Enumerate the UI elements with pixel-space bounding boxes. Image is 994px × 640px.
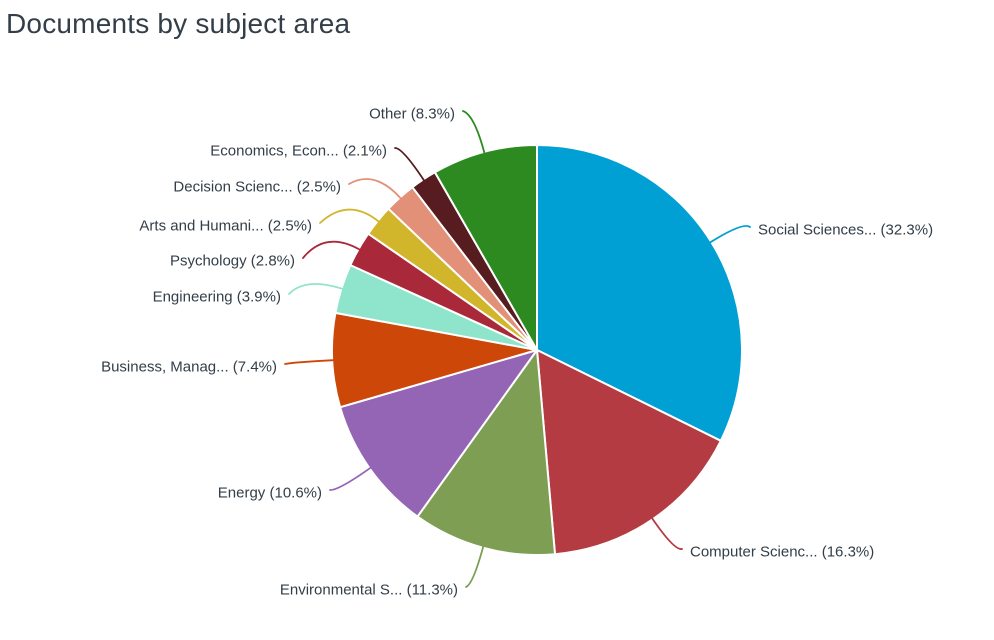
slice-label: Business, Manag... (7.4%) (101, 359, 277, 376)
label-leader-line (651, 517, 683, 550)
slice-label: Engineering (3.9%) (153, 289, 281, 306)
label-leader-line (465, 545, 485, 588)
chart-title: Documents by subject area (6, 8, 351, 39)
slice-label: Economics, Econ... (2.1%) (210, 143, 387, 160)
slice-label: Environmental S... (11.3%) (280, 582, 458, 599)
label-leader-line (709, 225, 751, 244)
label-leader-line (394, 147, 425, 182)
slice-label: Social Sciences... (32.3%) (758, 222, 933, 239)
pie-slices-group (331, 144, 744, 556)
leader-lines-group (284, 110, 751, 588)
slice-label: Arts and Humani... (2.5%) (139, 218, 312, 235)
slice-label: Energy (10.6%) (218, 485, 322, 502)
label-leader-line (348, 178, 402, 200)
slice-label: Other (8.3%) (369, 106, 455, 123)
slice-labels-group: Social Sciences... (32.3%) Computer Scien… (101, 106, 933, 599)
slice-label: Psychology (2.8%) (170, 253, 295, 270)
label-leader-line (319, 208, 380, 224)
label-leader-line (284, 359, 335, 365)
slice-label: Computer Scienc... (16.3%) (690, 544, 874, 561)
label-leader-line (329, 466, 372, 491)
label-leader-line (462, 110, 486, 154)
slice-label: Decision Scienc... (2.5%) (173, 179, 341, 196)
label-leader-line (302, 240, 361, 259)
label-leader-line (288, 283, 344, 295)
